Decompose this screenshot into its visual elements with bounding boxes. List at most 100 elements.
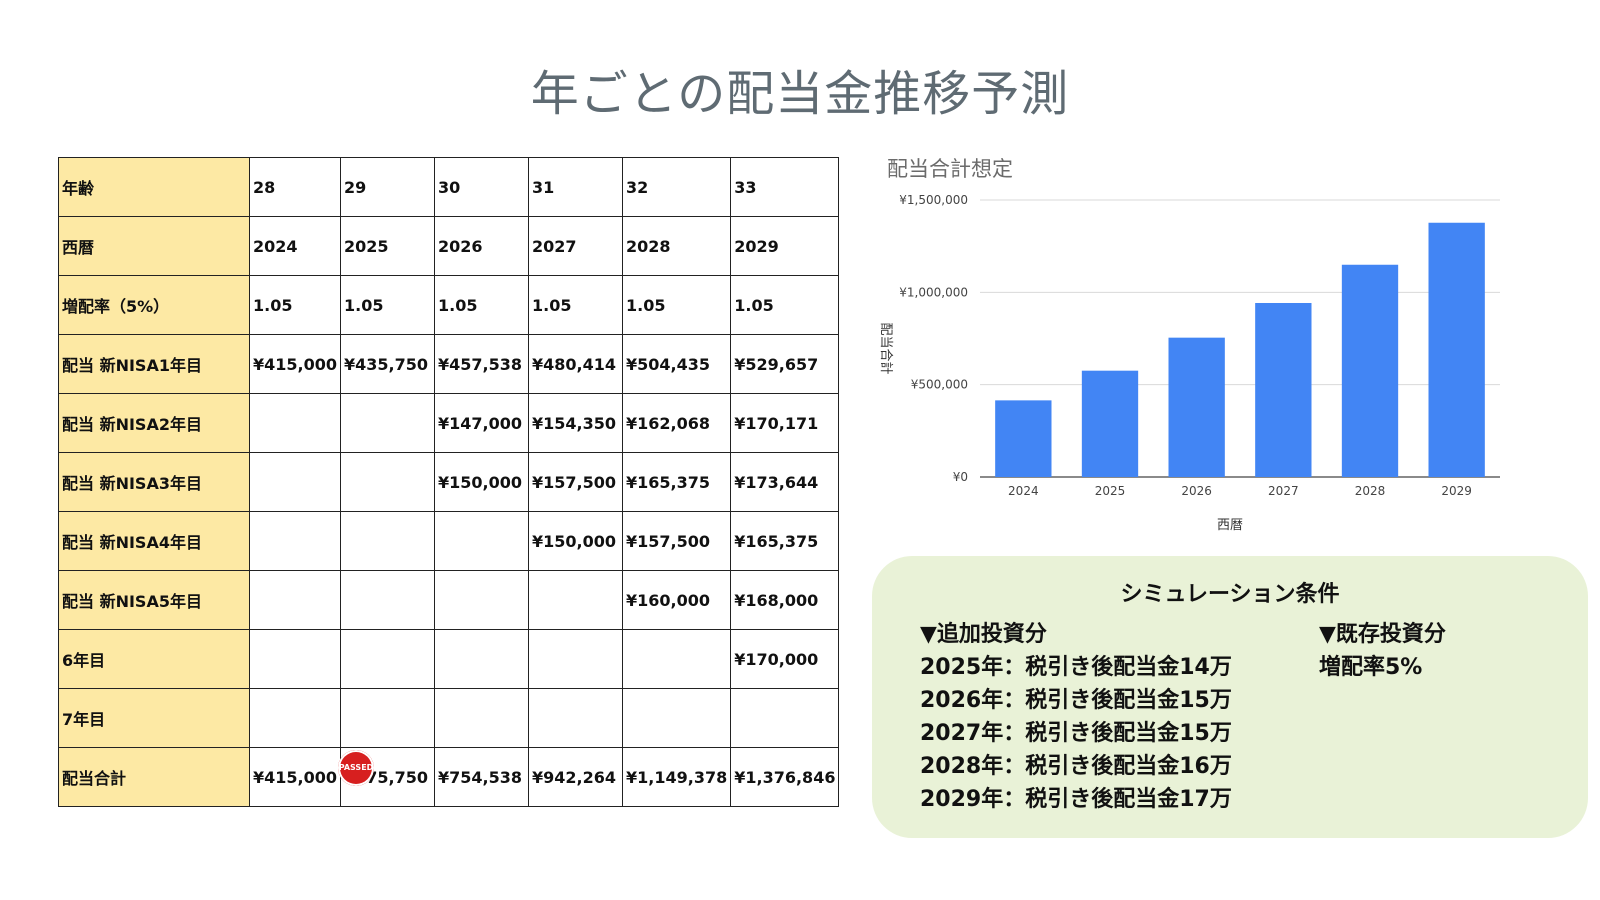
table-cell: ¥150,000	[528, 511, 624, 571]
bar	[1168, 337, 1225, 477]
table-cell: ¥147,000	[434, 393, 530, 453]
x-tick-label: 2029	[1441, 484, 1472, 498]
table-row: 7年目	[58, 688, 840, 748]
table-cell: ¥170,171	[730, 393, 840, 453]
conditions-title: シミュレーション条件	[1120, 582, 1340, 607]
table-row: 配当 新NISA1年目 ¥415,000 ¥435,750 ¥457,538 ¥480,…	[58, 334, 840, 394]
simulation-conditions-panel: シミュレーション条件 ▼追加投資分 2025年：税引き後配当金14万 2026年…	[872, 556, 1588, 838]
table-cell: 31	[528, 157, 624, 217]
table-cell: 1.05	[528, 275, 624, 335]
table-cell	[340, 511, 436, 571]
table-cell: 1.05	[730, 275, 840, 335]
condition-item: 増配率5%	[1319, 655, 1423, 680]
table-cell: 1.05	[248, 275, 342, 335]
table-cell: 2029	[730, 216, 840, 276]
table-cell: ¥1,149,378	[622, 747, 732, 807]
table-row: 増配率（5%） 1.05 1.05 1.05 1.05 1.05 1.05	[58, 275, 840, 335]
table-cell: 2024	[248, 216, 342, 276]
table-cell	[434, 688, 530, 748]
table-cell: ¥150,000	[434, 452, 530, 512]
row-label: 配当 新NISA4年目	[58, 511, 250, 571]
condition-item: 2028年：税引き後配当金16万	[920, 754, 1232, 779]
table-cell: 2026	[434, 216, 530, 276]
table-row: 西暦 2024 2025 2026 2027 2028 2029	[58, 216, 840, 276]
row-label: 年齢	[58, 157, 250, 217]
table-row: 年齢 28 29 30 31 32 33	[58, 157, 840, 217]
table-cell: 2025	[340, 216, 436, 276]
x-tick-label: 2028	[1355, 484, 1386, 498]
table-cell	[528, 688, 624, 748]
chart-title: 配当合計想定	[887, 157, 1013, 181]
table-cell	[340, 688, 436, 748]
table-cell	[528, 570, 624, 630]
table-cell: ¥160,000	[622, 570, 732, 630]
table-cell	[434, 570, 530, 630]
table-row: 配当合計 ¥415,000 ¥575,750 ¥754,538 ¥942,264 ¥1,1…	[58, 747, 840, 807]
y-axis-title: 配当合計	[878, 322, 894, 374]
y-tick-label: ¥0	[953, 470, 968, 484]
table-cell: 30	[434, 157, 530, 217]
bar	[995, 400, 1052, 477]
page-title: 年ごとの配当金推移予測	[530, 66, 1070, 122]
table-cell: ¥154,350	[528, 393, 624, 453]
table-cell: 1.05	[622, 275, 732, 335]
table-cell: ¥173,644	[730, 452, 840, 512]
existing-investment-column: ▼既存投資分 増配率5%	[1319, 618, 1446, 684]
y-tick-label: ¥500,000	[911, 378, 968, 392]
table-cell: ¥157,500	[528, 452, 624, 512]
table-cell	[528, 629, 624, 689]
table-row: 配当 新NISA2年目 ¥147,000 ¥154,350 ¥162,068 ¥170,…	[58, 393, 840, 453]
row-label: 配当 新NISA1年目	[58, 334, 250, 394]
table-cell: ¥942,264	[528, 747, 624, 807]
condition-item: 2025年：税引き後配当金14万	[920, 655, 1232, 680]
y-tick-label: ¥1,000,000	[899, 285, 968, 299]
bar	[1255, 302, 1312, 477]
table-cell: ¥504,435	[622, 334, 732, 394]
table-cell	[434, 511, 530, 571]
dividend-table: 年齢 28 29 30 31 32 33 西暦 2024 2025 2026 2027 2028 2029…	[58, 157, 840, 807]
table-cell: 29	[340, 157, 436, 217]
table-cell: 2028	[622, 216, 732, 276]
passed-stamp: PASSED	[338, 750, 374, 786]
table-cell: 2027	[528, 216, 624, 276]
table-cell: ¥415,000	[248, 747, 342, 807]
table-cell: 1.05	[340, 275, 436, 335]
table-cell	[730, 688, 840, 748]
table-cell	[340, 629, 436, 689]
additional-investment-heading: ▼追加投資分	[920, 622, 1047, 647]
bar	[1428, 222, 1485, 477]
table-cell: 28	[248, 157, 342, 217]
y-tick-label: ¥1,500,000	[899, 193, 968, 207]
table-cell: ¥157,500	[622, 511, 732, 571]
existing-investment-heading: ▼既存投資分	[1319, 622, 1446, 647]
bar	[1341, 264, 1399, 477]
row-label: 増配率（5%）	[58, 275, 250, 335]
table-cell: ¥165,375	[730, 511, 840, 571]
table-cell	[622, 688, 732, 748]
row-label: 7年目	[58, 688, 250, 748]
table-cell: ¥170,000	[730, 629, 840, 689]
table-cell	[248, 688, 342, 748]
x-tick-label: 2025	[1095, 484, 1126, 498]
table-cell: ¥480,414	[528, 334, 624, 394]
table-row: 配当 新NISA4年目 ¥150,000 ¥157,500 ¥165,375	[58, 511, 840, 571]
table-cell: ¥415,000	[248, 334, 342, 394]
table-cell	[340, 393, 436, 453]
additional-investment-column: ▼追加投資分 2025年：税引き後配当金14万 2026年：税引き後配当金15万…	[920, 618, 1232, 816]
bar-chart: ¥0 ¥500,000 ¥1,000,000 ¥1,500,000 2024 2025 20…	[878, 193, 1500, 533]
x-tick-label: 2026	[1181, 484, 1212, 498]
table-cell	[248, 511, 342, 571]
table-cell	[340, 570, 436, 630]
table-cell	[434, 629, 530, 689]
table-cell: 33	[730, 157, 840, 217]
bar	[1081, 370, 1139, 477]
table-cell: ¥1,376,846	[730, 747, 840, 807]
table-row: 6年目 ¥170,000	[58, 629, 840, 689]
table-cell: ¥168,000	[730, 570, 840, 630]
table-cell: 1.05	[434, 275, 530, 335]
table-cell: 32	[622, 157, 732, 217]
table-cell	[248, 629, 342, 689]
row-label: 配当 新NISA2年目	[58, 393, 250, 453]
table-cell: ¥529,657	[730, 334, 840, 394]
table-row: 配当 新NISA3年目 ¥150,000 ¥157,500 ¥165,375 ¥173,…	[58, 452, 840, 512]
